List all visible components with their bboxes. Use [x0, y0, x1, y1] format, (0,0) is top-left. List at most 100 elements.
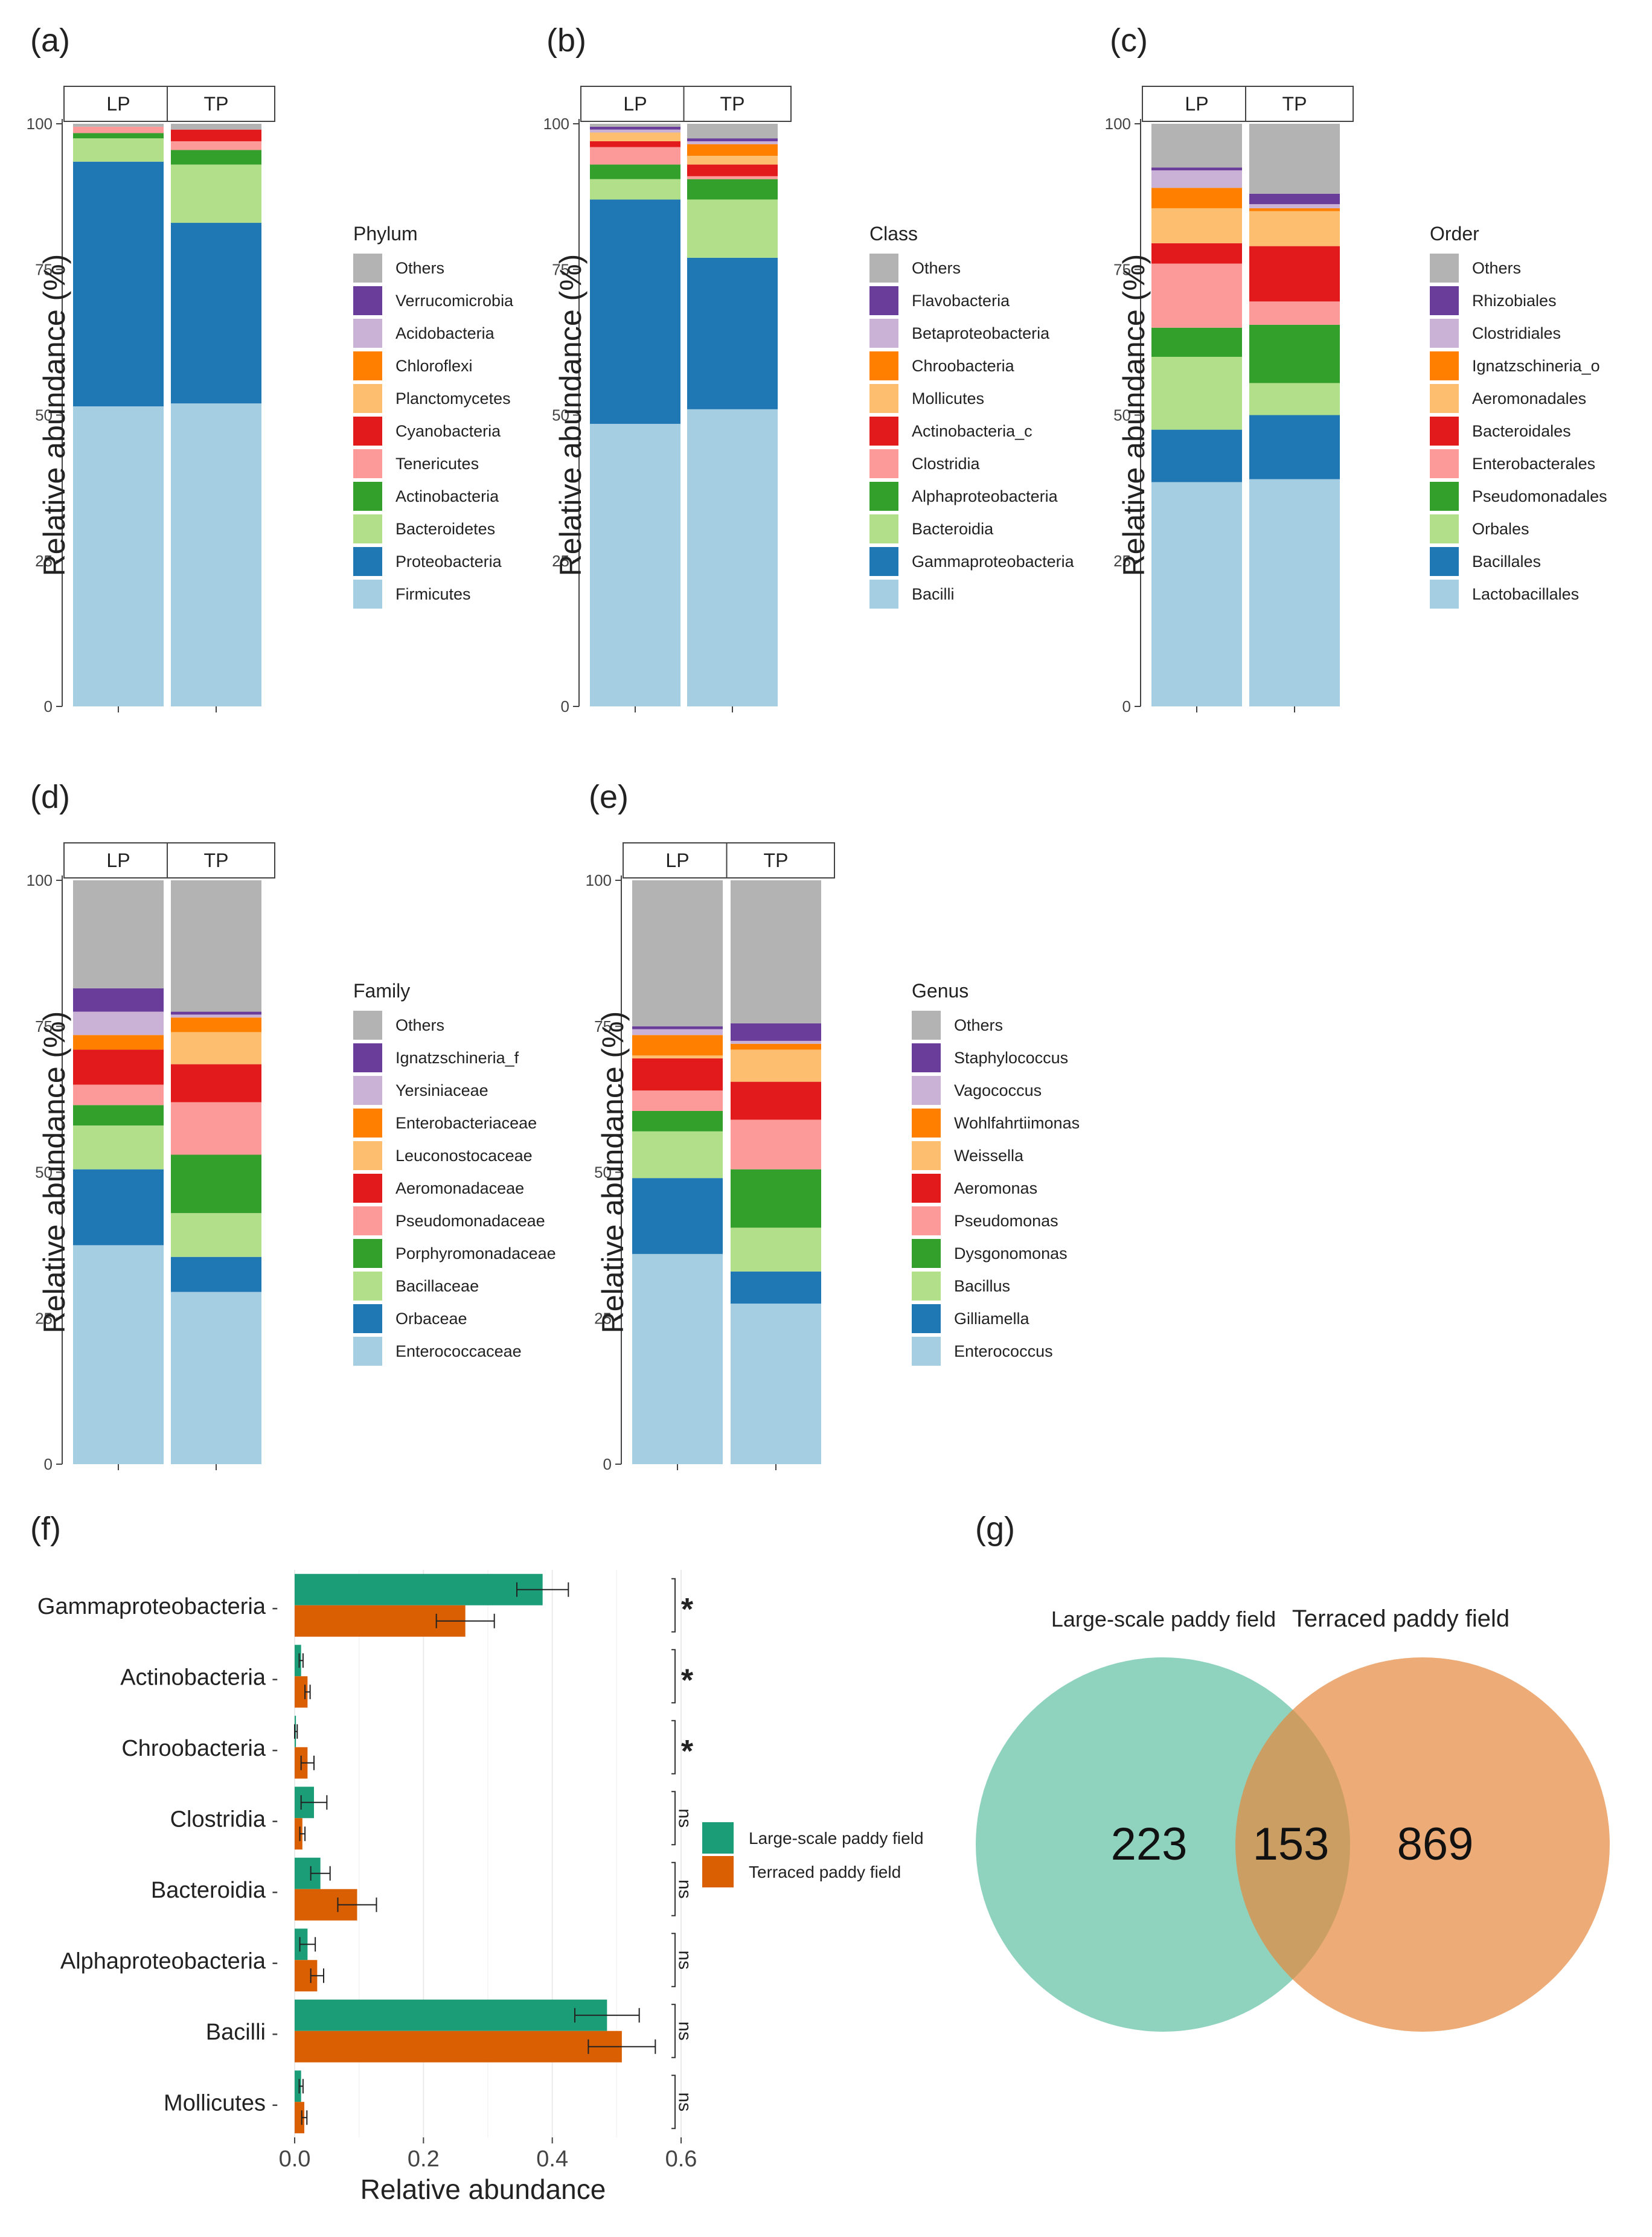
facet-label-TP: TP: [720, 93, 745, 115]
venn-set-label: Large-scale paddy field: [1051, 1607, 1276, 1631]
legend-swatch-Ignatzschineria_o: [1430, 351, 1459, 380]
facet-label-LP: LP: [1185, 93, 1208, 115]
legend-label: Betaproteobacteria: [912, 324, 1050, 342]
legend-label: Clostridiales: [1472, 324, 1561, 342]
y-tick-label: 100: [1105, 115, 1131, 133]
legend-title: Genus: [912, 980, 968, 1002]
bar-segment-LP-Others: [632, 880, 723, 1026]
bar-segment-TP-Bacteroidales: [1249, 246, 1340, 302]
bar-segment-LP-Porphyromonadaceae: [73, 1105, 164, 1126]
legend-swatch-Gilliamella: [912, 1304, 941, 1333]
legend-label: Others: [1472, 259, 1521, 277]
y-axis-title: Relative abundance (%): [596, 1011, 630, 1334]
bar-segment-LP-Enterococcaceae: [73, 1245, 164, 1464]
bar-segment-LP-Ignatzschineria_o: [1151, 188, 1242, 208]
legend-swatch-Others: [912, 1011, 941, 1040]
bar-segment-TP-Tenericutes: [171, 141, 261, 150]
legend-swatch-Terraced paddy field: [702, 1856, 734, 1887]
legend-swatch-Tenericutes: [353, 449, 382, 478]
category-label: Mollicutes: [164, 2090, 266, 2116]
legend-label: Porphyromonadaceae: [395, 1244, 556, 1263]
legend-label: Aeromonadaceae: [395, 1179, 524, 1197]
facet-strip: [580, 86, 792, 122]
legend-swatch-Pseudomonadales: [1430, 482, 1459, 511]
legend-swatch-Chroobacteria: [869, 351, 898, 380]
legend-label: Pseudomonas: [954, 1212, 1058, 1230]
bar-segment-TP-Orbales: [1249, 383, 1340, 415]
legend-swatch-Leuconostocaceae: [353, 1141, 382, 1170]
bar-segment-LP-Vagococcus: [632, 1029, 723, 1035]
legend-label: Enterococcaceae: [395, 1342, 522, 1360]
category-label: Alphaproteobacteria: [60, 1948, 266, 1974]
bar-segment-LP-Wohlfahrtiimonas: [632, 1035, 723, 1056]
bar-segment-LP-Orbaceae: [73, 1169, 164, 1246]
bar-segment-LP-Alphaproteobacteria: [590, 164, 680, 179]
facet-label-TP: TP: [1282, 93, 1307, 115]
bar-segment-LP-Clostridia: [590, 147, 680, 165]
legend-label: Verrucomicrobia: [395, 292, 514, 310]
x-axis-title: Relative abundance: [360, 2174, 606, 2205]
bar-segment-LP-Flavobacteria: [590, 126, 680, 130]
y-tick-label: 100: [27, 871, 53, 889]
legend-swatch-Bacteroidetes: [353, 514, 382, 543]
bar-segment-TP-Others: [731, 880, 821, 1023]
y-tick-label: 100: [543, 115, 569, 133]
significance-mark: *: [681, 1663, 694, 1698]
bar-segment-LP-Bacteroidales: [1151, 243, 1242, 264]
legend-label: Ignatzschineria_o: [1472, 357, 1600, 375]
legend-label: Enterobacterales: [1472, 455, 1595, 473]
y-tick-label: 25: [35, 1309, 53, 1327]
legend-label: Large-scale paddy field: [749, 1829, 924, 1848]
bar-segment-TP-Aeromonas: [731, 1081, 821, 1120]
y-axis-title: Relative abundance (%): [1117, 254, 1151, 577]
bar-segment-LP-Pseudomonadaceae: [73, 1084, 164, 1106]
panel-d: (d) LP TP 0 25 50 75 100 Relative abundance (%) F…: [27, 779, 556, 1473]
bar-segment-TP-Proteobacteria: [171, 223, 261, 404]
bar-segment-LP-Bacteroidetes: [73, 138, 164, 162]
bar-segment-LP-Lactobacillales: [1151, 482, 1242, 706]
significance-bracket: [671, 2075, 676, 2130]
category-tick-mark: -: [272, 1738, 278, 1760]
facet-strip: [63, 842, 275, 878]
bar-segment-LP-Betaproteobacteria: [590, 129, 680, 133]
legend-swatch-Bacillales: [1430, 547, 1459, 576]
bar-segment-TP-Chroobacteria: [687, 144, 778, 156]
category-label: Chroobacteria: [121, 1736, 266, 1761]
bar-segment-LP-Others: [73, 124, 164, 127]
venn-count: 153: [1253, 1819, 1330, 1870]
bar-segment-LP-Bacteroidia: [590, 179, 680, 200]
y-tick-label: 25: [35, 552, 53, 570]
category-tick-mark: -: [272, 1667, 278, 1689]
legend-swatch-Pseudomonadaceae: [353, 1206, 382, 1235]
x-tick-label: 0.6: [665, 2146, 697, 2172]
legend-swatch-Porphyromonadaceae: [353, 1239, 382, 1268]
y-axis-title: Relative abundance (%): [37, 254, 71, 577]
category-label: Actinobacteria: [120, 1665, 266, 1690]
bar-segment-LP-Actinobacteria: [73, 133, 164, 139]
bar-segment-LP-Gilliamella: [632, 1178, 723, 1254]
legend-swatch-Enterobacteriaceae: [353, 1109, 382, 1138]
legend-swatch-Ignatzschineria_f: [353, 1043, 382, 1072]
legend-swatch-Weissella: [912, 1141, 941, 1170]
facet-label-LP: LP: [106, 850, 130, 871]
panel-f: (f) 0.0 0.2 0.4 0.6 Relative abundance Gammapr…: [30, 1511, 924, 2205]
bar-Large-scale paddy field-Actinobacteria: [295, 1645, 301, 1677]
bar-segment-LP-Firmicutes: [73, 406, 164, 706]
bar-segment-TP-Others: [687, 124, 778, 139]
y-tick-label: 25: [1113, 552, 1131, 570]
significance-bracket: [671, 1720, 676, 1775]
y-tick-label: 50: [35, 406, 53, 424]
bar-segment-TP-Others: [1249, 124, 1340, 194]
bar-segment-LP-Pseudomonadales: [1151, 327, 1242, 357]
bar-segment-LP-Enterobacterales: [1151, 263, 1242, 328]
bar-segment-TP-Pseudomonas: [731, 1119, 821, 1170]
legend-label: Mollicutes: [912, 389, 984, 408]
bar-segment-LP-Ignatzschineria_f: [73, 988, 164, 1012]
legend-label: Pseudomonadales: [1472, 487, 1607, 505]
legend-label: Bacteroidales: [1472, 422, 1571, 440]
facet-strip: [1142, 86, 1354, 122]
y-axis-title: Relative abundance (%): [554, 254, 587, 577]
y-tick-label: 0: [603, 1455, 612, 1473]
bar-segment-LP-Proteobacteria: [73, 161, 164, 407]
